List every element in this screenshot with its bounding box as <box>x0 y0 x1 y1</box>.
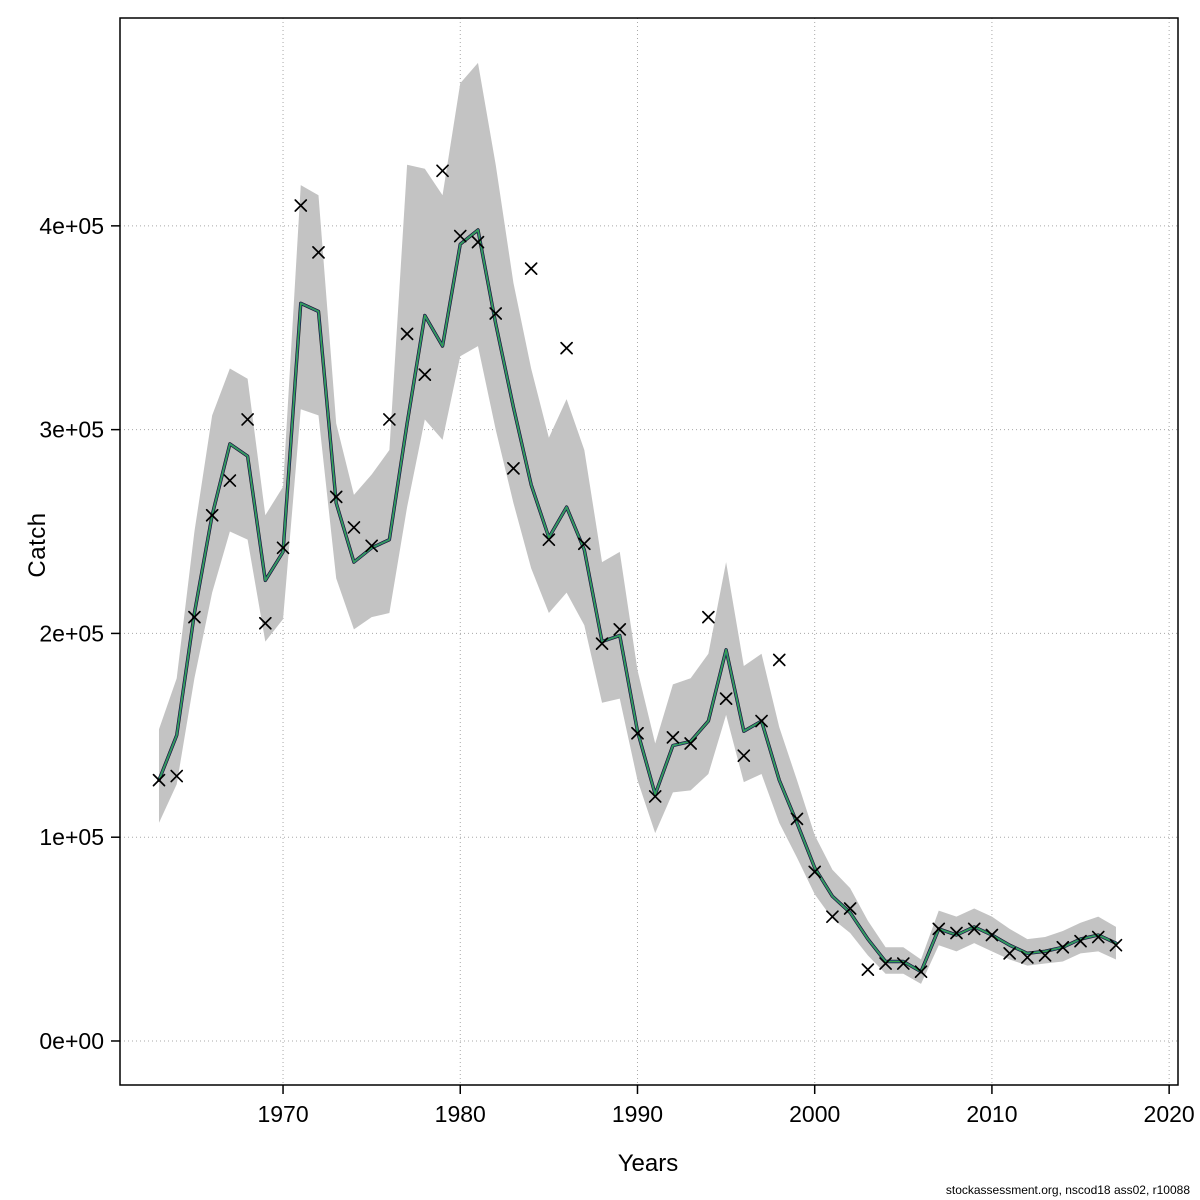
observed-catch-marker <box>702 610 715 624</box>
observed-catch-marker <box>666 730 680 744</box>
observed-catch-marker <box>967 922 981 936</box>
observed-catch-marker <box>188 610 201 624</box>
observed-catch-marker <box>542 533 556 547</box>
x-tick-label: 2010 <box>966 1101 1017 1127</box>
y-tick-label: 4e+05 <box>39 213 104 239</box>
observed-catch-marker <box>312 245 325 259</box>
observed-catch-marker <box>1021 951 1034 964</box>
observed-catch-marker <box>790 812 804 826</box>
observed-catch-marker <box>524 262 538 276</box>
y-axis-title: Catch <box>24 512 51 578</box>
observed-catch-marker <box>737 749 751 763</box>
observed-catch-marker <box>223 474 237 487</box>
observed-catch-marker <box>861 963 875 977</box>
observed-catch-marker <box>879 957 892 970</box>
y-tick-label: 2e+05 <box>39 620 104 646</box>
x-tick-label: 1970 <box>257 1101 308 1127</box>
observed-catch-marker <box>755 714 768 728</box>
observed-catch-marker <box>772 653 786 667</box>
x-axis-title: Years <box>617 1150 679 1177</box>
observed-catch-marker <box>808 865 822 879</box>
observed-catch-marker <box>258 616 272 630</box>
observed-catch-marker <box>1056 940 1070 954</box>
observed-catch-marker <box>560 341 573 355</box>
observed-catch-marker <box>329 490 343 504</box>
observed-catch-marker <box>843 902 857 915</box>
observed-catch-marker <box>205 508 219 522</box>
observed-catch-marker <box>294 199 308 212</box>
x-tick-label: 2020 <box>1144 1101 1195 1127</box>
y-tick-label: 0e+00 <box>39 1028 104 1054</box>
x-tick-label: 2000 <box>789 1101 840 1127</box>
observed-catch-marker <box>1038 949 1052 962</box>
x-tick-label: 1980 <box>435 1101 486 1127</box>
y-tick-label: 1e+05 <box>39 824 104 850</box>
observed-catch-marker <box>400 327 414 341</box>
observed-catch-marker <box>631 726 644 740</box>
observed-catch-marker <box>932 922 946 936</box>
observed-catch-marker <box>577 537 591 551</box>
observed-catch-marker <box>950 926 963 940</box>
observed-catch-marker <box>1074 934 1087 948</box>
observed-catch-marker <box>684 737 697 750</box>
observed-catch-marker <box>613 622 627 636</box>
x-tick-label: 1990 <box>612 1101 663 1127</box>
confidence-band <box>158 62 1116 984</box>
observed-catch-marker <box>489 307 503 320</box>
observed-catch-marker <box>985 928 999 942</box>
observed-catch-marker <box>436 164 449 178</box>
observed-catch-marker <box>471 235 485 249</box>
observed-catch-marker <box>914 965 928 979</box>
observed-catch-marker <box>826 910 839 924</box>
observed-catch-marker <box>365 539 379 553</box>
observed-catch-marker <box>719 692 733 705</box>
plot-border <box>119 17 1179 1086</box>
observed-catch-marker <box>507 462 520 475</box>
observed-catch-marker <box>896 957 910 970</box>
y-tick-label: 3e+05 <box>39 417 104 443</box>
observed-catch-marker <box>170 769 184 783</box>
attribution-text: stockassessment.org, nscod18 ass02, r100… <box>945 1183 1190 1197</box>
observed-catch-marker <box>1091 930 1105 944</box>
observed-catch-marker <box>1109 938 1123 952</box>
observed-catch-marker <box>418 368 432 381</box>
model-fit-line <box>158 229 1117 973</box>
observed-catch-marker <box>347 521 361 534</box>
observed-catch-marker <box>1003 947 1016 960</box>
observed-catch-marker <box>152 773 166 787</box>
observed-catch-marker <box>648 790 662 803</box>
observed-catch-marker <box>276 541 290 555</box>
observed-catch-marker <box>595 637 609 650</box>
observed-catch-marker <box>383 413 396 426</box>
observed-catch-marker <box>453 229 467 243</box>
observed-catch-marker <box>241 413 254 426</box>
